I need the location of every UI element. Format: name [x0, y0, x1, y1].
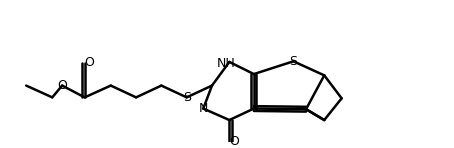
Text: S: S	[289, 55, 297, 68]
Text: N: N	[198, 102, 208, 115]
Text: S: S	[183, 91, 191, 104]
Text: NH: NH	[217, 57, 236, 70]
Text: O: O	[57, 79, 67, 92]
Text: O: O	[84, 56, 94, 69]
Text: O: O	[229, 135, 239, 148]
